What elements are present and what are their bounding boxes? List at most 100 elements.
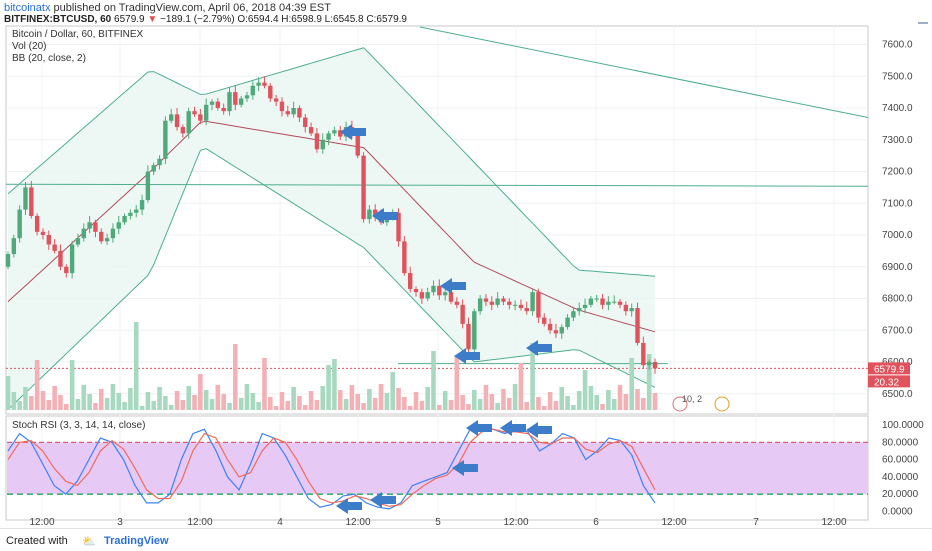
down-arrow-icon: ▼: [147, 14, 158, 25]
time-tick-label: 12:00: [345, 517, 370, 528]
volume-bar: [442, 391, 448, 410]
candle-body: [58, 250, 63, 267]
volume-bar: [203, 390, 209, 410]
volume-bar: [606, 390, 611, 410]
candle-body: [419, 292, 425, 299]
candle-body: [413, 288, 419, 293]
tradingview-logo-icon: ⛅: [82, 536, 96, 548]
price-tick-label: 6900.0: [882, 262, 913, 273]
open-value: O:6594.4: [237, 14, 279, 25]
vol-tag-text: 20.32: [874, 377, 899, 388]
volume-bar: [221, 394, 226, 410]
rsi-tick-label: 0.0000: [882, 507, 913, 518]
candle-body: [308, 127, 314, 134]
rsi-k-line: [7, 426, 656, 510]
candle-body: [507, 301, 512, 305]
candle-body: [285, 111, 290, 115]
candle-body: [297, 108, 302, 118]
volume-bar: [81, 385, 87, 410]
candle-body: [116, 222, 121, 229]
volume-bar: [267, 397, 273, 410]
candle-body: [623, 304, 629, 312]
candle-body: [250, 85, 256, 96]
volume-bar: [623, 394, 629, 410]
volume-bar: [227, 403, 232, 410]
candle-body: [536, 292, 541, 318]
candle-body: [29, 187, 34, 216]
rsi-band-fill: [7, 442, 868, 495]
volume-bar: [168, 405, 174, 410]
volume-bar: [133, 322, 139, 410]
volume-bar: [174, 391, 180, 410]
price-tag-bg: [868, 362, 910, 375]
tradingview-link[interactable]: TradingView: [104, 535, 169, 547]
chart-canvas[interactable]: 6500.06600.06700.06800.06900.07000.07100…: [0, 0, 932, 528]
price-tick-label: 6500.0: [882, 389, 913, 400]
volume-bar: [23, 387, 28, 410]
volume-bar: [588, 386, 594, 410]
candle-body: [501, 298, 506, 302]
rsi-legend: Stoch RSI (3, 3, 14, 14, close): [12, 420, 146, 431]
candle-body: [23, 187, 28, 210]
candle-body: [524, 308, 529, 312]
candle-body: [530, 292, 535, 312]
volume-bar: [320, 386, 326, 410]
candle-body: [238, 98, 244, 105]
arrow-annotation-icon: [526, 340, 552, 356]
volume-bar: [611, 399, 617, 410]
price-tick-label: 6800.0: [882, 294, 913, 305]
candle-body: [512, 304, 518, 306]
candle-body: [128, 212, 133, 216]
volume-bar: [559, 387, 565, 410]
candle-body: [93, 222, 98, 232]
time-tick-label: 7: [753, 517, 759, 528]
candle-body: [163, 120, 168, 159]
candle-body: [180, 127, 186, 134]
price-tag-text: 6579.9: [874, 364, 905, 375]
time-tick-label: 12:00: [661, 517, 686, 528]
volume-bar: [571, 405, 576, 410]
volume-bar: [5, 376, 11, 410]
candle-body: [483, 298, 489, 302]
volume-bar: [11, 392, 17, 410]
volume-bar: [524, 402, 530, 410]
volume-bar: [343, 399, 349, 410]
volume-bar: [501, 389, 506, 410]
volume-bar: [547, 392, 553, 410]
volume-bar: [128, 388, 133, 410]
candle-body: [355, 133, 360, 156]
volume-bar: [285, 401, 291, 410]
bb-fill: [8, 47, 655, 410]
volume-bar: [495, 403, 500, 410]
candle-body: [279, 101, 285, 112]
volume-bar: [530, 343, 535, 410]
author-link[interactable]: bitcoinatx: [4, 2, 51, 14]
volume-bar: [29, 396, 34, 410]
candle-body: [472, 311, 477, 350]
rsi-tick-label: 40.0000: [882, 472, 919, 483]
bb-lower-line: [7, 148, 656, 410]
volume-bar: [180, 400, 186, 410]
volume-bar: [361, 403, 366, 410]
rsi-tick-label: 80.0000: [882, 437, 919, 448]
volume-bar: [512, 384, 518, 410]
volume-bar: [582, 370, 588, 410]
time-tick-label: 3: [117, 517, 123, 528]
candle-body: [81, 228, 86, 239]
volume-bar: [483, 385, 489, 410]
volume-bar: [122, 402, 127, 410]
candle-body: [652, 362, 658, 369]
bb-basis-line: [7, 120, 656, 333]
candle-body: [203, 104, 209, 121]
candle-body: [192, 111, 197, 115]
time-tick-label: 12:00: [29, 517, 54, 528]
candle-body: [256, 82, 261, 86]
candle-body: [326, 133, 331, 140]
volume-bar: [367, 389, 372, 410]
volume-bar: [209, 399, 215, 410]
candle-body: [396, 212, 401, 242]
candle-body: [454, 301, 460, 305]
candle-body: [448, 292, 454, 302]
candle-body: [209, 101, 215, 105]
candle-body: [186, 111, 191, 134]
